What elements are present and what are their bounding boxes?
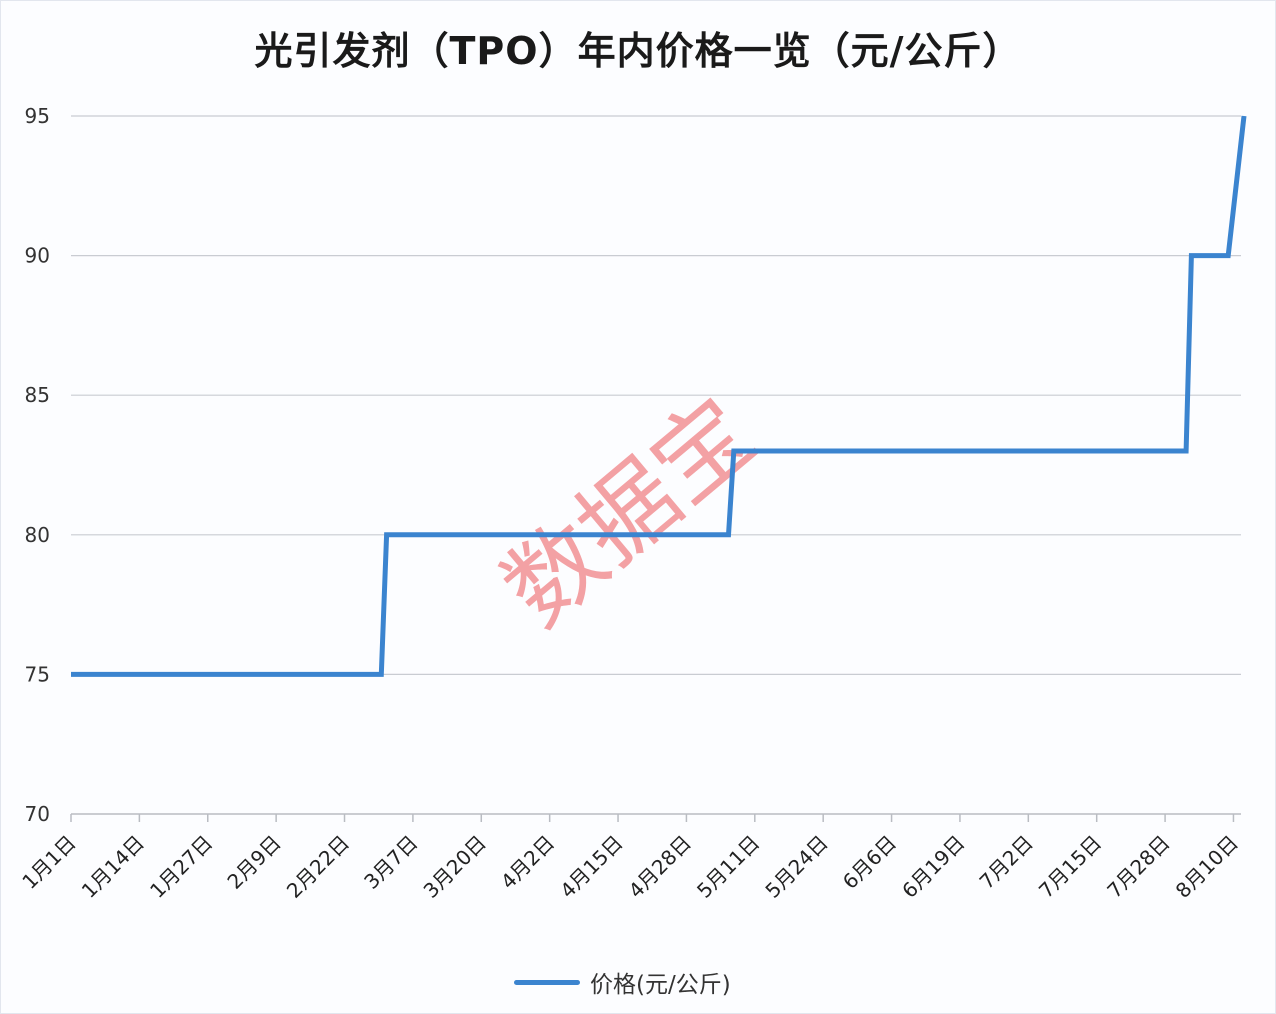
y-tick-label: 95 [25,104,50,128]
x-tick-label: 7月15日 [1034,831,1106,903]
x-tick-label: 5月11日 [692,831,764,903]
legend-line-icon [514,979,580,985]
x-tick-label: 1月14日 [77,831,149,903]
x-tick-label: 8月10日 [1171,831,1243,903]
x-tick-label: 3月20日 [419,831,491,903]
y-tick-label: 85 [25,383,50,407]
x-tick-label: 2月9日 [222,831,285,894]
legend: 价格(元/公斤) [514,965,731,999]
x-tick-label: 4月28日 [624,831,696,903]
y-tick-label: 90 [25,244,50,268]
x-tick-label: 3月7日 [359,831,422,894]
series-line [71,115,1247,677]
legend-label: 价格(元/公斤) [590,972,731,998]
x-tick-label: 4月15日 [555,831,627,903]
y-axis: 70 75 80 85 90 95 [25,104,50,826]
x-tick-label: 1月1日 [17,831,80,894]
y-tick-label: 80 [25,523,50,547]
price-series [71,115,1247,677]
x-tick-label: 5月24日 [760,831,832,903]
x-tick-label: 4月2日 [496,831,559,894]
x-tick-label: 7月28日 [1102,831,1174,903]
chart-title: 光引发剂（TPO）年内价格一览（元/公斤） [254,29,1022,73]
x-tick-label: 7月2日 [975,831,1038,894]
x-tick-label: 1月27日 [145,831,217,903]
gridlines [71,115,1241,676]
y-tick-label: 75 [25,662,50,686]
x-tick-label: 6月19日 [897,831,969,903]
x-tick-label: 6月6日 [838,831,901,894]
y-tick-label: 70 [25,802,50,826]
x-tick-label: 2月22日 [282,831,354,903]
